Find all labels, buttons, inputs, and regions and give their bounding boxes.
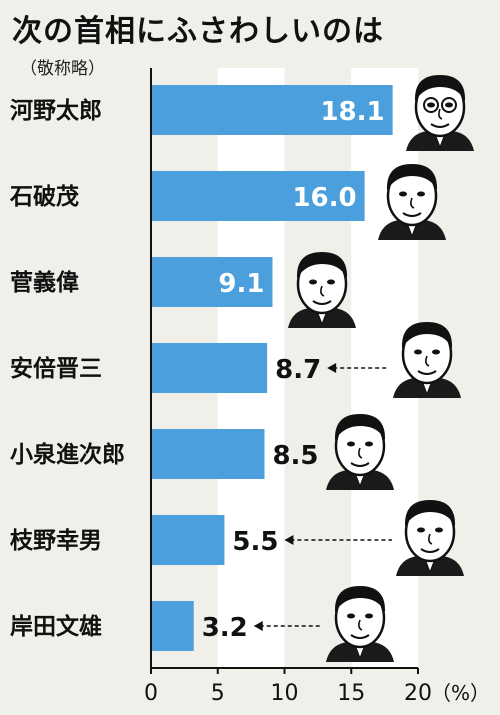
eye-left [347,613,355,619]
eye-left [347,441,355,447]
x-tick-label: 15 [337,681,365,706]
data-label: 9.1 [218,269,264,299]
hair-shape [334,414,386,440]
x-tick-label: 10 [271,681,299,706]
nose-shape [410,197,415,209]
x-axis: 0 5 10 15 20 （%） [144,68,490,706]
mouth-shape [417,370,437,375]
eye-left [417,527,425,533]
data-label: 3.2 [202,613,248,643]
portraits-group [288,75,474,662]
eye-right [435,527,443,533]
mouth-shape [350,634,370,639]
category-label: 小泉進次郎 [10,441,125,468]
data-label: 18.1 [320,97,384,127]
bar [151,515,225,565]
bars-group [151,85,393,651]
data-label: 8.7 [275,355,321,385]
eye-right [365,441,373,447]
x-tick-label: 5 [211,681,225,706]
hair-shape [401,322,453,348]
caricature-portrait-icon [393,322,461,398]
data-label: 16.0 [292,183,356,213]
hair-shape [404,500,456,526]
x-unit-label: （%） [431,681,490,705]
arrows-group [253,363,392,631]
category-label: 菅義偉 [10,269,79,296]
glasses-left [423,97,439,113]
eye-right [417,191,425,197]
eye-left [414,349,422,355]
arrow-head [327,363,337,373]
nose-shape [425,355,430,367]
eye-right [445,102,453,108]
glasses-right [441,97,457,113]
nose-shape [438,108,443,120]
chart-subtitle: （敬称略） [20,59,105,79]
mouth-shape [430,123,450,128]
eye-left [309,279,317,285]
caricature-portrait-icon [406,75,474,151]
category-label: 岸田文雄 [10,613,102,640]
x-tick-label: 20 [404,681,432,706]
bar [151,601,194,651]
caricature-portrait-icon [326,414,394,490]
data-label: 5.5 [232,527,278,557]
hair-shape [334,586,386,612]
data-label: 8.5 [272,441,318,471]
bar [151,171,365,221]
eye-left [399,191,407,197]
mouth-shape [312,300,332,305]
bar [151,429,265,479]
arrow-head [284,535,294,545]
eye-right [432,349,440,355]
caricature-portrait-icon [288,252,356,328]
x-tick-label: 0 [144,681,158,706]
category-label: 安倍晋三 [10,355,102,382]
eye-right [327,279,335,285]
bar [151,257,273,307]
nose-shape [320,285,325,297]
bar [151,85,393,135]
nose-shape [358,447,363,459]
hair-shape [414,75,466,101]
caricature-portrait-icon [326,586,394,662]
arrow-head [253,621,263,631]
category-label: 河野太郎 [10,97,102,124]
bar [151,343,268,393]
eye-right [365,613,373,619]
hair-shape [386,164,438,190]
eye-left [427,102,435,108]
labels-group: 河野太郎 18.1 石破茂 16.0 菅義偉 9.1 安倍晋三 8.7 小泉進次郎 8.5 枝野幸男… [9,97,385,643]
mouth-shape [350,462,370,467]
caricature-portrait-icon [378,164,446,240]
nose-shape [428,533,433,545]
category-label: 石破茂 [9,183,79,210]
chart-title: 次の首相にふさわしいのは [12,14,384,49]
category-label: 枝野幸男 [10,528,102,554]
mouth-shape [402,212,422,217]
caricature-portrait-icon [396,500,464,576]
nose-shape [358,619,363,631]
mouth-shape [420,548,440,553]
hair-shape [296,252,348,278]
